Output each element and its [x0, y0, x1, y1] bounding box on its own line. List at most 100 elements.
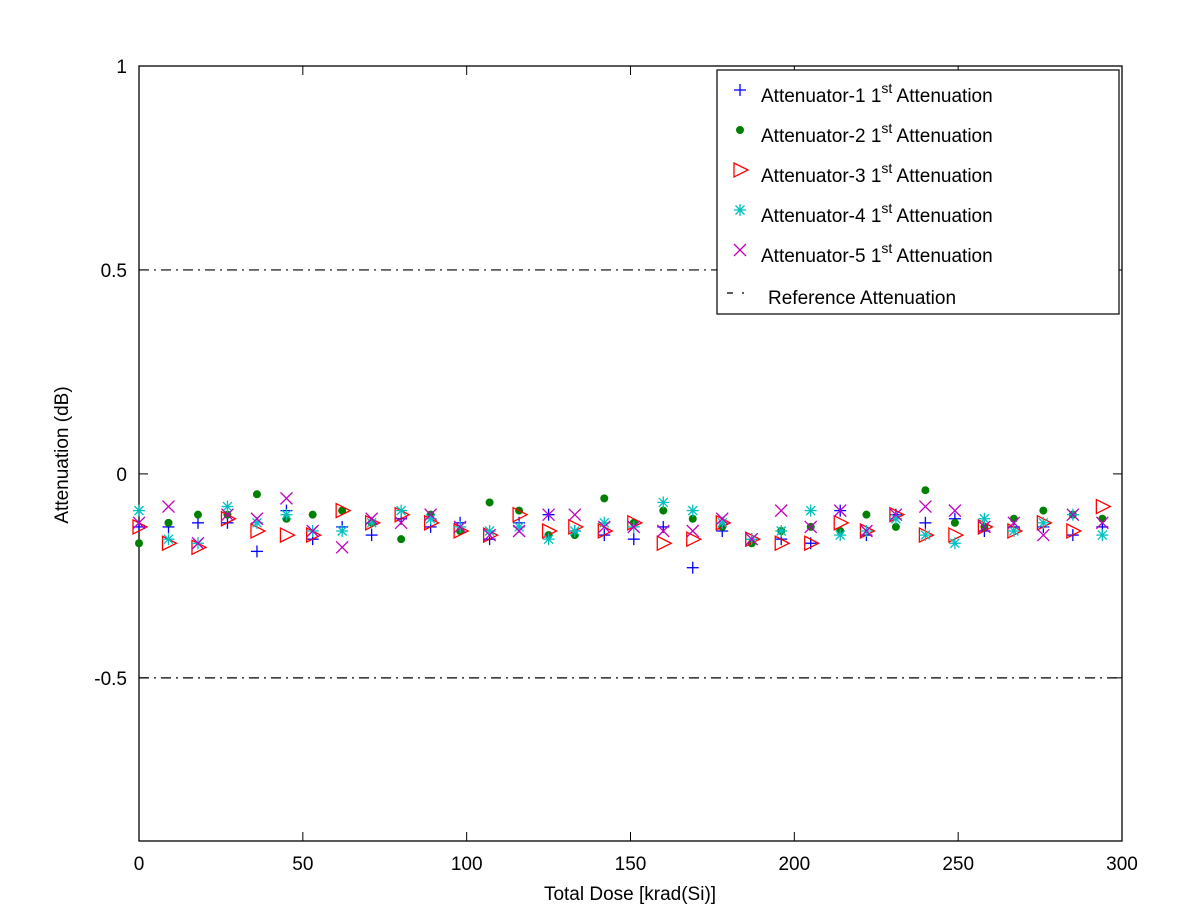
data-markers [132, 486, 1112, 574]
data-point-series-3 [541, 522, 559, 540]
legend-entry-5: Attenuator-5 1st Attenuation [761, 240, 993, 267]
data-point-series-5 [804, 520, 818, 534]
data-point-series-5 [424, 508, 438, 522]
data-point-series-5 [859, 524, 873, 538]
data-point-series-5 [221, 508, 234, 522]
data-point-series-2 [193, 510, 202, 519]
data-point-series-3 [833, 514, 850, 531]
data-point-series-2 [950, 518, 959, 527]
legend-entry-4: Attenuator-4 1st Attenuation [761, 200, 993, 227]
data-point-series-5 [394, 516, 408, 530]
y-axis-title: Attenuation (dB) [52, 386, 73, 523]
data-point-series-3 [250, 522, 267, 540]
data-point-series-5 [1036, 528, 1050, 542]
data-point-series-4 [834, 529, 847, 542]
data-point-series-5 [1066, 508, 1080, 522]
data-point-series-5 [1007, 516, 1021, 530]
data-point-series-2 [1009, 514, 1018, 523]
data-point-series-1 [686, 561, 699, 574]
data-point-series-2 [1098, 514, 1107, 523]
data-point-series-4 [657, 496, 670, 509]
axes: 0 50 100 150 200 250 300 1 0.5 0 -0.5 [94, 57, 1138, 875]
data-point-series-2 [1039, 506, 1048, 515]
data-point-series-5 [512, 524, 526, 538]
data-point-series-4 [162, 533, 175, 546]
data-point-series-2 [252, 490, 261, 499]
data-point-series-5 [833, 504, 847, 518]
data-point-series-1 [191, 516, 204, 529]
legend-entry-3: Attenuator-3 1st Attenuation [761, 160, 993, 187]
x-tick-label: 250 [942, 854, 974, 875]
data-point-series-2 [862, 510, 871, 519]
data-point-series-4 [221, 500, 234, 513]
data-point-series-4 [395, 504, 408, 517]
legend-entry-2: Attenuator-2 1st Attenuation [761, 120, 993, 147]
data-point-series-4 [280, 508, 293, 521]
data-point-series-3 [686, 531, 703, 548]
data-point-series-4 [948, 537, 961, 550]
data-point-series-5 [597, 520, 611, 534]
data-point-series-4 [1037, 516, 1050, 529]
data-point-series-5 [365, 512, 379, 526]
data-point-series-4 [775, 525, 788, 537]
data-point-series-5 [918, 500, 932, 513]
legend-marker-5 [733, 243, 747, 257]
data-point-series-4 [978, 512, 991, 525]
legend-marker-2 [736, 126, 744, 134]
data-point-series-4 [568, 525, 581, 537]
data-point-series-1 [627, 533, 640, 546]
data-point-series-2 [135, 539, 143, 548]
legend-marker-3 [733, 161, 750, 179]
data-point-series-3 [804, 535, 821, 552]
data-point-series-5 [686, 524, 700, 538]
data-point-series-1 [919, 516, 932, 529]
data-point-series-2 [485, 498, 494, 507]
data-point-series-4 [686, 504, 699, 517]
x-tick-label: 150 [615, 854, 647, 875]
data-point-series-5 [542, 508, 556, 522]
data-point-series-3 [656, 535, 673, 552]
data-point-series-2 [397, 535, 406, 544]
data-point-series-5 [1095, 516, 1109, 530]
reference-lines [139, 269, 1122, 679]
legend-entry-1: Attenuator-1 1st Attenuation [761, 80, 993, 107]
x-tick-label: 200 [778, 854, 810, 875]
x-axis-title: Total Dose [krad(Si)] [544, 884, 716, 905]
data-point-series-4 [1007, 525, 1020, 537]
data-point-series-4 [804, 504, 817, 517]
legend-marker-4 [734, 204, 746, 216]
data-point-series-5 [453, 520, 467, 534]
legend-entry-reference: Reference Attenuation [768, 288, 956, 309]
data-point-series-5 [568, 508, 582, 522]
data-point-series-2 [659, 506, 668, 515]
data-point-series-5 [627, 520, 641, 534]
data-point-series-2 [921, 486, 930, 495]
data-point-series-4 [336, 525, 349, 537]
data-point-series-1 [365, 529, 378, 542]
data-point-series-5 [948, 504, 962, 518]
data-point-series-5 [306, 524, 320, 538]
data-point-series-3 [1095, 498, 1112, 515]
y-tick-label: -0.5 [94, 669, 127, 690]
x-tick-label: 100 [451, 854, 483, 875]
data-point-series-3 [335, 502, 352, 519]
data-point-series-5 [977, 520, 991, 534]
data-point-series-4 [133, 504, 145, 517]
data-point-series-2 [600, 494, 609, 503]
data-point-series-3 [774, 535, 791, 552]
y-tick-label: 0 [116, 465, 127, 486]
data-point-series-5 [335, 540, 349, 554]
legend-marker-1 [734, 84, 746, 96]
x-tick-label: 0 [134, 854, 145, 875]
data-point-series-5 [162, 500, 175, 513]
data-point-series-3 [948, 527, 965, 544]
data-point-series-2 [891, 522, 900, 531]
data-point-series-3 [279, 527, 296, 544]
data-point-series-3 [1066, 522, 1083, 540]
y-tick-label: 1 [116, 57, 127, 78]
data-point-series-3 [977, 518, 994, 535]
data-point-series-5 [279, 491, 293, 505]
data-point-series-4 [919, 529, 932, 542]
x-tick-label: 300 [1106, 854, 1138, 875]
